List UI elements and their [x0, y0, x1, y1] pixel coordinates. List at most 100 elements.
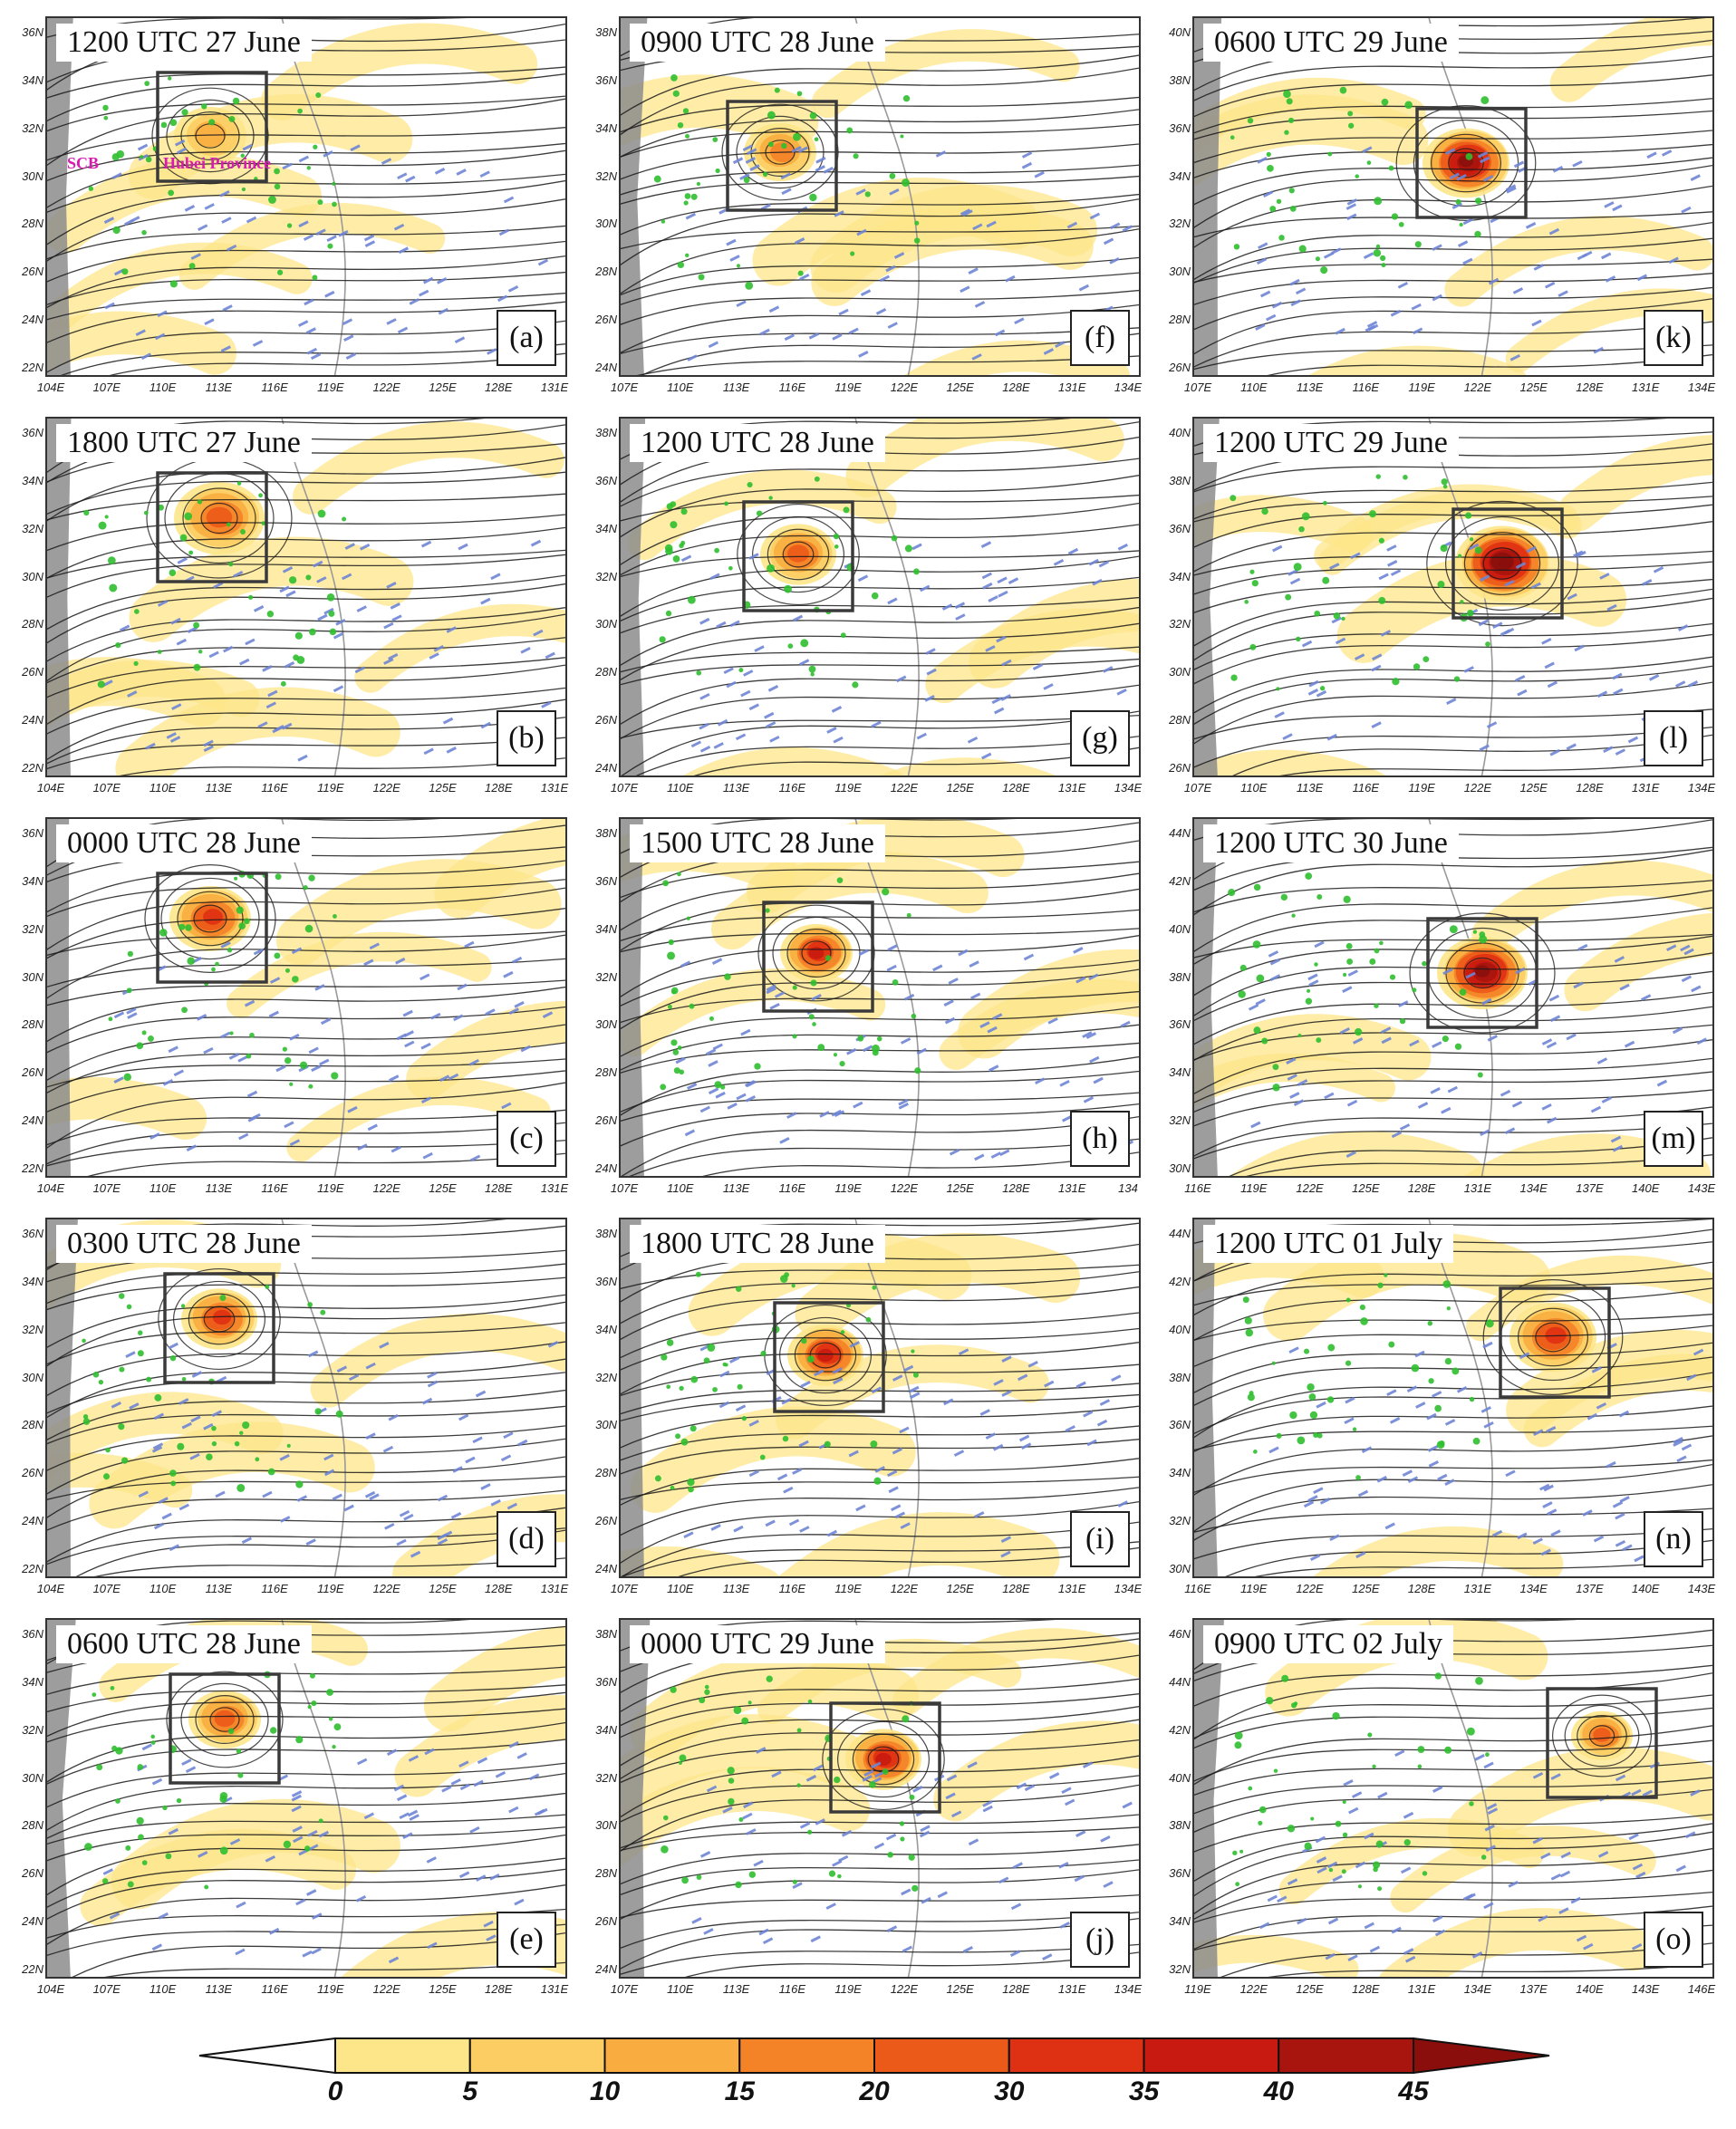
low-level-jet-marker [1574, 644, 1585, 652]
low-level-jet-marker [389, 1074, 400, 1082]
precipitation-marker [704, 1684, 709, 1690]
streamline [47, 1868, 565, 1921]
low-level-jet-marker [448, 1073, 459, 1081]
low-level-jet-marker [1560, 1851, 1571, 1859]
low-level-jet-marker [1612, 672, 1623, 680]
precipitation-marker [1414, 241, 1422, 248]
low-level-jet-marker [979, 1021, 990, 1028]
streamline [47, 95, 565, 132]
low-level-jet-marker [221, 217, 232, 224]
low-level-jet-marker [825, 1903, 836, 1910]
low-level-jet-marker [1479, 744, 1490, 752]
precipitation-marker [684, 193, 691, 199]
precipitation-marker [1485, 1319, 1494, 1328]
precipitation-marker [1234, 1741, 1242, 1749]
low-level-jet-marker [1417, 1102, 1429, 1109]
low-level-jet-marker [1547, 680, 1558, 689]
low-level-jet-marker [1364, 1922, 1374, 1930]
low-level-jet-marker [229, 1838, 241, 1845]
longitude-tick-label: 134E [1463, 1982, 1492, 1996]
low-level-jet-marker [1386, 544, 1397, 552]
low-level-jet-marker [1409, 1039, 1420, 1047]
precipitation-marker [870, 1440, 878, 1448]
precipitation-marker [690, 1425, 697, 1432]
vortex-streamline [158, 1267, 281, 1371]
terrain-mask [47, 1219, 78, 1576]
streamline [1194, 286, 1712, 331]
latitude-tick-label: 30N [22, 969, 43, 984]
low-level-jet-marker [740, 1028, 751, 1036]
vortex-streamline [160, 877, 260, 960]
low-level-jet-marker [1432, 1915, 1443, 1922]
low-level-jet-marker [1075, 1381, 1086, 1389]
low-level-jet-marker [335, 618, 346, 626]
precipitation-marker [215, 961, 219, 967]
precipitation-marker [1239, 1849, 1244, 1854]
streamline-map [1194, 18, 1712, 375]
precipitation-marker [911, 1884, 919, 1892]
low-level-jet-marker [1035, 1077, 1046, 1085]
precipitation-marker [689, 1003, 695, 1009]
streamline [621, 1405, 1139, 1449]
longitude-tick-label: 116E [261, 381, 288, 394]
low-level-jet-marker [735, 733, 747, 741]
low-level-jet-marker [429, 652, 439, 660]
low-level-jet-marker [862, 1775, 873, 1782]
streamline [1267, 1963, 1712, 1977]
low-level-jet-marker [783, 1486, 794, 1494]
low-level-jet-marker [363, 959, 374, 967]
longitude-tick-label: 116E [261, 781, 288, 795]
low-level-jet-marker [289, 1033, 300, 1041]
precipitation-marker [792, 1879, 797, 1884]
low-level-jet-marker [1405, 1955, 1416, 1963]
low-level-jet-marker [472, 1436, 483, 1444]
low-level-jet-marker [833, 1377, 844, 1385]
low-level-jet-marker [191, 1371, 203, 1378]
precipitation-marker [767, 141, 774, 148]
cyclone-intensity-shading [787, 544, 809, 563]
low-level-jet-marker [979, 1409, 990, 1416]
low-level-jet-marker [171, 703, 182, 710]
low-level-jet-marker [1053, 558, 1065, 566]
precipitable-water-shading [341, 1912, 565, 1977]
precipitation-marker [1269, 206, 1277, 212]
low-level-jet-marker [831, 1109, 842, 1117]
longitude-tick-label: 137E [1576, 1181, 1604, 1195]
streamline [47, 1857, 565, 1909]
precipitation-marker [236, 906, 244, 914]
low-level-jet-marker [1100, 1835, 1111, 1843]
vortex-streamline [1413, 119, 1519, 207]
low-level-jet-marker [798, 659, 810, 666]
longitude-tick-label: 119E [834, 781, 862, 795]
low-level-jet-marker [1111, 1374, 1122, 1382]
low-level-jet-marker [1331, 616, 1342, 624]
precipitation-marker [1296, 636, 1301, 642]
streamline [621, 1705, 1139, 1767]
streamline [47, 526, 565, 579]
precipitation-marker [276, 269, 284, 275]
low-level-jet-marker [203, 745, 214, 753]
low-level-jet-marker [924, 695, 935, 702]
low-level-jet-marker [1504, 579, 1515, 587]
vortex-streamline [852, 1733, 915, 1786]
latitude-tick-label: 28N [22, 617, 43, 631]
precipitation-marker [1261, 507, 1268, 515]
low-level-jet-marker [932, 964, 943, 972]
streamline [47, 1739, 565, 1785]
precipitation-marker [1249, 569, 1255, 574]
low-level-jet-marker [1432, 244, 1442, 252]
longitude-tick-label: 116E [778, 1582, 806, 1595]
latitude-tick-label: 40N [1169, 921, 1191, 936]
low-level-jet-marker [109, 1912, 121, 1920]
low-level-jet-marker [1282, 733, 1293, 740]
low-level-jet-marker [784, 333, 796, 342]
precipitation-marker [664, 544, 673, 553]
precipitation-marker [1469, 1801, 1474, 1806]
precipitation-marker [904, 544, 912, 553]
precipitation-marker [177, 1442, 185, 1450]
streamline [47, 664, 565, 726]
precipitation-marker [145, 156, 152, 163]
precipitation-marker [1345, 1360, 1352, 1366]
low-level-jet-marker [967, 736, 979, 744]
low-level-jet-marker [149, 1132, 160, 1140]
